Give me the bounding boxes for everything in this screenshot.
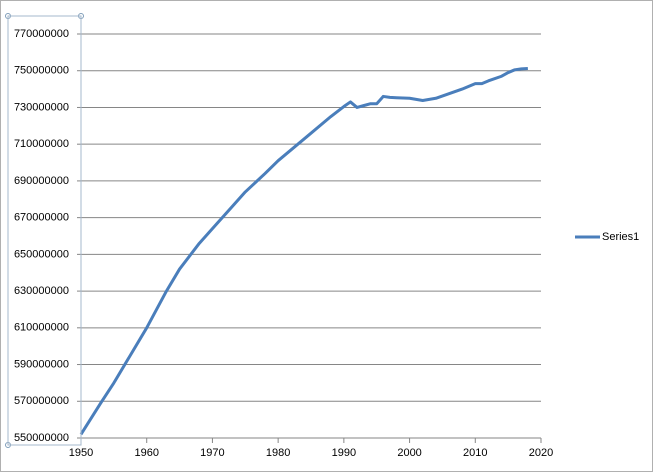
- legend-label: Series1: [602, 231, 639, 243]
- x-tick-label: 2020: [529, 447, 553, 459]
- x-tick-label: 1970: [200, 447, 224, 459]
- x-tick-label: 2000: [397, 447, 421, 459]
- x-tick-label: 1980: [266, 447, 290, 459]
- y-tick-label: 590000000: [14, 358, 69, 370]
- y-tick-label: 630000000: [14, 285, 69, 297]
- y-tick-label: 550000000: [14, 432, 69, 444]
- x-tick-label: 1990: [332, 447, 356, 459]
- x-tick-label: 2010: [463, 447, 487, 459]
- x-tick-label: 1950: [69, 447, 93, 459]
- y-tick-label: 670000000: [14, 212, 69, 224]
- y-tick-label: 570000000: [14, 395, 69, 407]
- y-tick-label: 770000000: [14, 28, 69, 40]
- y-tick-label: 690000000: [14, 175, 69, 187]
- selection-frame: [7, 15, 82, 446]
- y-tick-label: 750000000: [14, 65, 69, 77]
- x-tick-label: 1960: [134, 447, 158, 459]
- y-tick-label: 730000000: [14, 101, 69, 113]
- y-tick-label: 610000000: [14, 322, 69, 334]
- series-line: [79, 67, 528, 436]
- y-tick-label: 710000000: [14, 138, 69, 150]
- y-tick-label: 650000000: [14, 248, 69, 260]
